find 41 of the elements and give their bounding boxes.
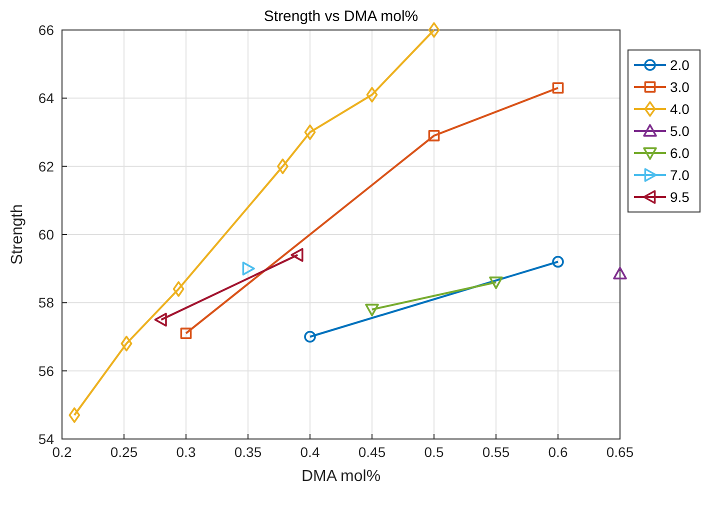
x-axis-title: DMA mol% (301, 468, 381, 485)
point (68, 407, 80, 423)
legend-label: 9.5 (670, 189, 690, 205)
point (172, 281, 184, 297)
legend-label: 3.0 (670, 79, 690, 95)
legend-label: 2.0 (670, 57, 690, 73)
x-tick-label: 0.6 (548, 444, 568, 460)
point (180, 328, 192, 340)
point (552, 82, 564, 94)
point (428, 22, 440, 38)
point (304, 124, 316, 140)
y-tick-label: 66 (38, 22, 54, 38)
x-tick-label: 0.45 (358, 444, 386, 460)
y-tick-label: 64 (38, 90, 54, 106)
legend-label: 5.0 (670, 123, 690, 139)
x-tick-label: 0.35 (234, 444, 262, 460)
point (242, 262, 255, 276)
x-tick-label: 0.4 (300, 444, 320, 460)
point (613, 266, 627, 280)
x-tick-label: 0.5 (424, 444, 444, 460)
point (277, 158, 288, 174)
y-tick-label: 60 (38, 226, 54, 242)
y-axis-title: Strength (9, 204, 26, 265)
point (120, 336, 132, 352)
legend-label: 7.0 (670, 167, 690, 183)
x-tick-label: 0.3 (176, 444, 196, 460)
y-tick-label: 58 (38, 294, 54, 311)
y-tick-label: 56 (38, 362, 54, 379)
x-tick-label: 0.65 (606, 444, 634, 460)
x-tick-label: 0.2 (52, 444, 72, 460)
y-tick-label: 62 (38, 158, 54, 174)
x-tick-label: 0.55 (482, 444, 510, 460)
legend-label: 6.0 (670, 145, 690, 161)
y-tick-label: 54 (38, 431, 54, 447)
point (428, 130, 440, 142)
point (552, 256, 564, 268)
x-tick-label: 0.25 (110, 444, 138, 460)
point (366, 86, 378, 103)
point (304, 330, 316, 343)
legend-label: 4.0 (670, 101, 690, 117)
chart-title: Strength vs DMA mol% (264, 8, 418, 25)
